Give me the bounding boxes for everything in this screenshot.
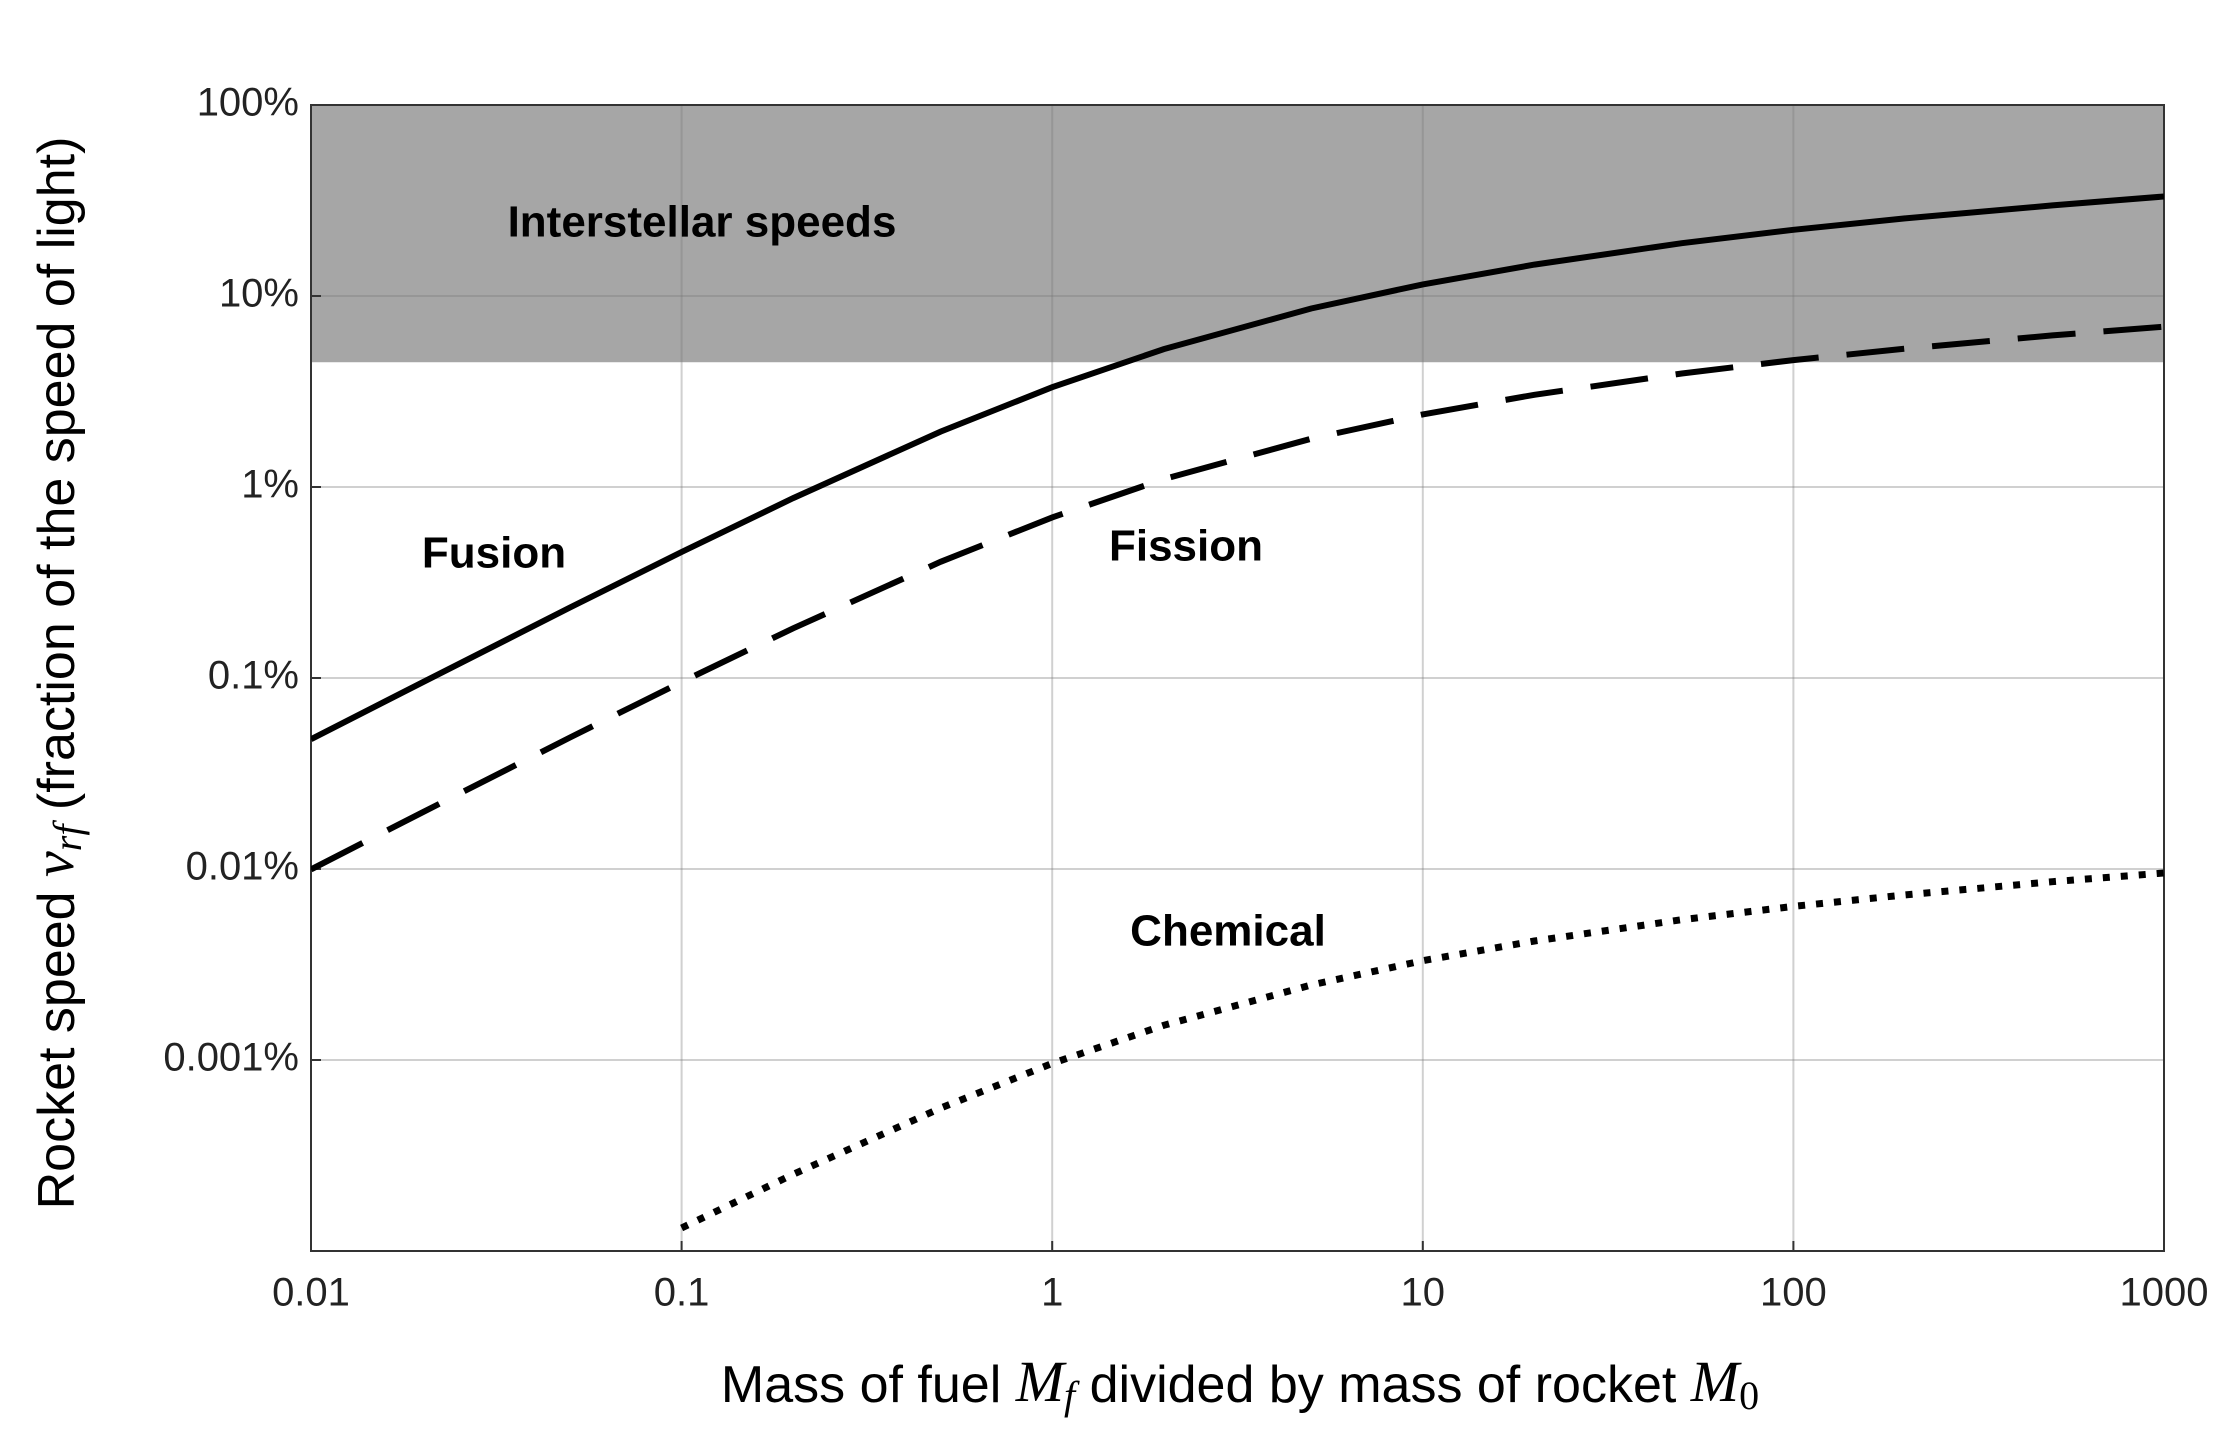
x-tick-label: 1 — [1041, 1271, 1063, 1315]
label-part: 0 — [1739, 1373, 1759, 1418]
lines — [311, 193, 2164, 1232]
label-part: M — [1690, 1349, 1742, 1414]
label-part: rf — [45, 820, 90, 852]
series-label: Fusion — [422, 529, 566, 578]
y-tick-label: 100% — [197, 81, 299, 125]
x-tick-label: 10 — [1401, 1271, 1446, 1315]
label-part: (fraction of the speed of light) — [28, 137, 86, 825]
plot-frame — [310, 104, 2165, 1252]
x-tick-label: 100 — [1760, 1271, 1827, 1315]
label-part: v — [21, 851, 86, 877]
x-label: Mass of fuel Mf divided by mass of rocke… — [721, 1349, 1759, 1418]
label-part: divided by mass of rocket — [1075, 1356, 1691, 1414]
y-tick-label: 0.01% — [186, 845, 299, 889]
series-line — [311, 323, 2164, 873]
region-label: Interstellar speeds — [508, 198, 897, 247]
y-tick-label: 0.001% — [163, 1036, 299, 1080]
y-tick-label: 10% — [219, 272, 299, 316]
shaded-region — [311, 105, 2164, 363]
y-tick-label: 0.1% — [208, 654, 299, 698]
label-part: Mass of fuel — [721, 1356, 1016, 1414]
series-label: Chemical — [1130, 907, 1326, 956]
x-tick-label: 1000 — [2120, 1271, 2209, 1315]
x-tick-label: 0.1 — [654, 1271, 710, 1315]
label-part: M — [1015, 1349, 1067, 1414]
series-label: Fission — [1109, 522, 1263, 571]
y-tick-label: 1% — [241, 463, 299, 507]
series-line — [311, 193, 2164, 742]
label-part: Rocket speed — [28, 877, 86, 1209]
y-label: Rocket speed vrf (fraction of the speed … — [21, 137, 90, 1210]
x-tick-label: 0.01 — [272, 1271, 350, 1315]
